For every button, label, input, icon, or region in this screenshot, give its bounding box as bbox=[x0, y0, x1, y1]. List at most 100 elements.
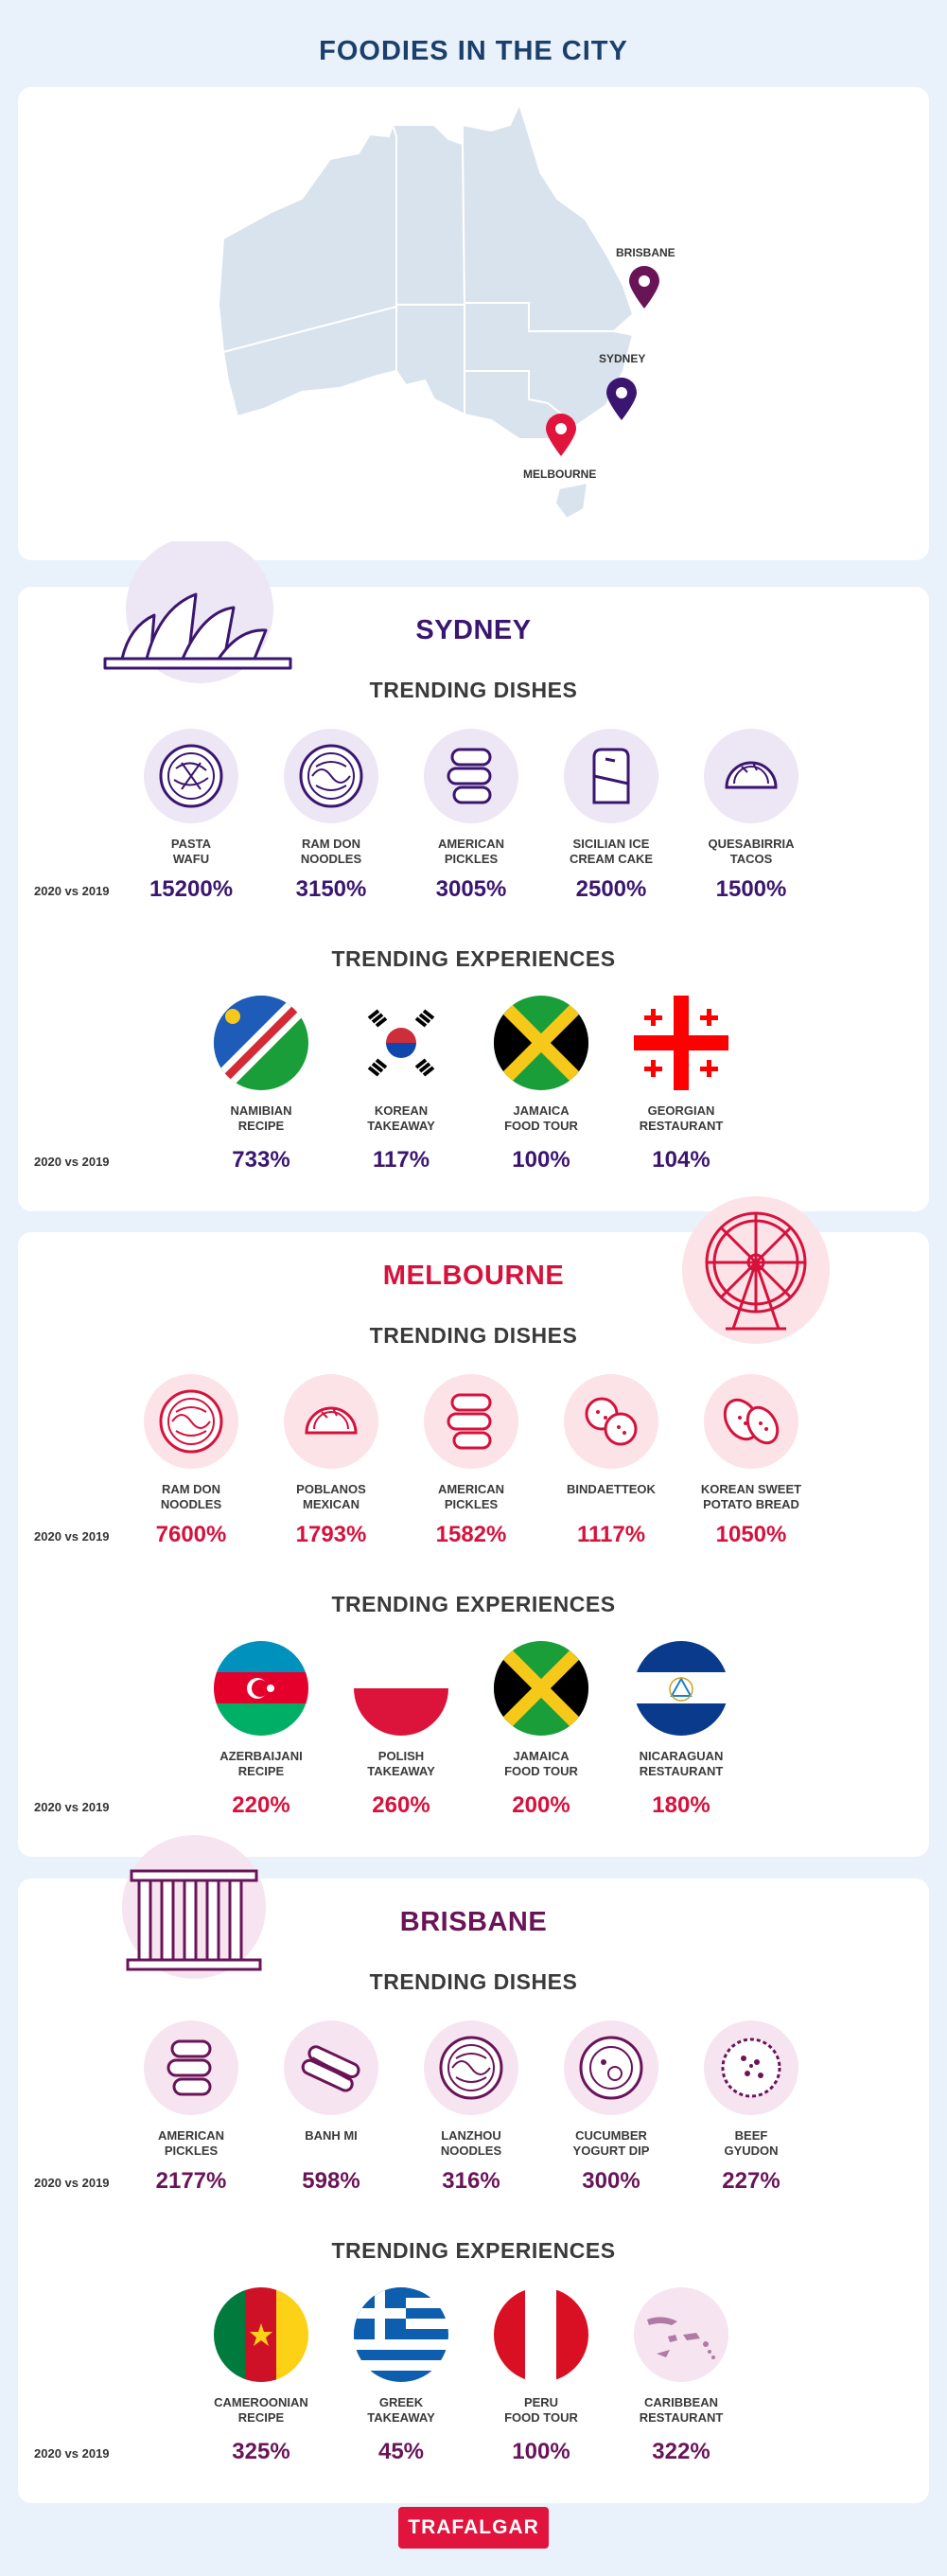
experience-item: KOREAN TAKEAWAY 117% bbox=[330, 996, 472, 1173]
cake-icon bbox=[564, 729, 658, 823]
trending-experiences-heading: TRENDING EXPERIENCES bbox=[331, 2238, 616, 2263]
experience-value: 733% bbox=[232, 1147, 290, 1173]
experience-value: 100% bbox=[512, 2439, 570, 2464]
dish-label: CUCUMBER YOGURT DIP bbox=[572, 2128, 650, 2158]
experience-item: NAMIBIAN RECIPE 733% bbox=[190, 996, 332, 1173]
city-hall-icon bbox=[122, 1835, 266, 1979]
experience-label: KOREAN TAKEAWAY bbox=[367, 1103, 435, 1133]
map-label-melbourne: MELBOURNE bbox=[523, 468, 597, 481]
dish-value: 15200% bbox=[149, 876, 234, 902]
dish-item: BANH MI 598% bbox=[260, 2020, 402, 2195]
pickles-icon bbox=[144, 2020, 238, 2115]
trending-experiences-heading: TRENDING EXPERIENCES bbox=[331, 1592, 616, 1616]
australia-map bbox=[217, 101, 635, 520]
dish-label: AMERICAN PICKLES bbox=[157, 2128, 225, 2158]
city-name-sydney: SYDNEY bbox=[415, 615, 532, 645]
experience-label: NAMIBIAN RECIPE bbox=[230, 1103, 292, 1133]
dish-label: POBLANOS MEXICAN bbox=[296, 1482, 366, 1511]
caribbean-map-icon bbox=[634, 2287, 728, 2382]
comparison-label: 2020 vs 2019 bbox=[34, 884, 110, 898]
experience-value: 180% bbox=[652, 1792, 710, 1818]
dish-value: 3150% bbox=[295, 876, 367, 902]
namibia-flag-icon bbox=[214, 996, 308, 1090]
greece-flag-icon bbox=[354, 2287, 448, 2382]
experience-label: CARIBBEAN RESTAURANT bbox=[639, 2395, 724, 2425]
experience-label: PERU FOOD TOUR bbox=[504, 2395, 578, 2425]
dish-label: RAM DON NOODLES bbox=[160, 1482, 222, 1511]
cameroon-flag-icon bbox=[214, 2287, 308, 2382]
dish-value: 1050% bbox=[715, 1522, 787, 1547]
jamaica-flag-icon bbox=[494, 1641, 588, 1736]
dip-bowl-icon bbox=[564, 2020, 658, 2115]
dish-label: LANZHOU NOODLES bbox=[440, 2128, 502, 2158]
dish-value: 3005% bbox=[435, 876, 507, 902]
dish-value: 1117% bbox=[576, 1522, 646, 1547]
comparison-label: 2020 vs 2019 bbox=[34, 1529, 110, 1544]
dish-label: QUESABIRRIA TACOS bbox=[708, 837, 795, 866]
experience-value: 104% bbox=[652, 1147, 710, 1173]
dish-label: BINDAETTEOK bbox=[567, 1482, 656, 1496]
trafalgar-logo[interactable]: TRAFALGAR bbox=[398, 2507, 549, 2549]
experience-label: CAMEROONIAN RECIPE bbox=[214, 2395, 308, 2425]
dish-value: 1793% bbox=[295, 1522, 367, 1547]
georgia-flag-icon bbox=[634, 996, 728, 1090]
sydney-experience-row: 2020 vs 2019 NAMIBIAN RECIPE 733% KOREAN… bbox=[18, 996, 929, 1185]
experience-value: 200% bbox=[512, 1792, 570, 1818]
experience-item: JAMAICA FOOD TOUR 100% bbox=[470, 996, 612, 1173]
map-label-sydney: SYDNEY bbox=[599, 352, 646, 365]
city-name-brisbane: BRISBANE bbox=[399, 1907, 548, 1937]
dish-value: 300% bbox=[582, 2168, 640, 2194]
trending-dishes-heading: TRENDING DISHES bbox=[369, 678, 578, 702]
dish-label: BEEF GYUDON bbox=[724, 2128, 779, 2158]
noodle-bowl-icon bbox=[144, 1374, 238, 1469]
poland-flag-icon bbox=[354, 1641, 448, 1736]
experience-item: JAMAICA FOOD TOUR 200% bbox=[470, 1641, 612, 1819]
comparison-label: 2020 vs 2019 bbox=[34, 1155, 110, 1169]
pancake-icon bbox=[564, 1374, 658, 1469]
page-title: FOODIES IN THE CITY bbox=[319, 36, 628, 66]
brisbane-experience-row: 2020 vs 2019 CAMEROONIAN RECIPE 325% GRE… bbox=[18, 2287, 929, 2477]
dish-label: AMERICAN PICKLES bbox=[437, 837, 505, 866]
dish-label: AMERICAN PICKLES bbox=[437, 1482, 505, 1511]
sydney-panel: SYDNEY TRENDING DISHES 2020 vs 2019 PAST… bbox=[18, 541, 929, 1211]
melbourne-experience-row: 2020 vs 2019 AZERBAIJANI RECIPE 220% POL… bbox=[18, 1641, 929, 1830]
dish-value: 316% bbox=[442, 2168, 500, 2194]
taco-icon bbox=[704, 729, 798, 823]
noodle-bowl-icon bbox=[284, 729, 378, 823]
dish-item: SICILIAN ICE CREAM CAKE 2500% bbox=[540, 729, 682, 903]
taco-icon bbox=[284, 1374, 378, 1469]
dish-item: RAM DON NOODLES 7600% bbox=[120, 1374, 262, 1548]
experience-label: GREEK TAKEAWAY bbox=[367, 2395, 435, 2425]
azerbaijan-flag-icon bbox=[214, 1641, 308, 1736]
dish-value: 1582% bbox=[435, 1522, 507, 1547]
map-label-brisbane: BRISBANE bbox=[616, 246, 675, 259]
city-name-melbourne: MELBOURNE bbox=[382, 1261, 565, 1291]
sydney-dish-row: 2020 vs 2019 PASTA WAFU 15200% RAM DON N… bbox=[18, 729, 929, 918]
experience-item: GREEK TAKEAWAY 45% bbox=[330, 2287, 472, 2465]
experience-item: AZERBAIJANI RECIPE 220% bbox=[190, 1641, 332, 1819]
experience-value: 220% bbox=[232, 1792, 290, 1818]
experience-value: 100% bbox=[512, 1147, 570, 1173]
dish-item: QUESABIRRIA TACOS 1500% bbox=[680, 729, 822, 903]
dish-item: CUCUMBER YOGURT DIP 300% bbox=[540, 2020, 682, 2195]
pickles-icon bbox=[424, 729, 518, 823]
comparison-label: 2020 vs 2019 bbox=[34, 2176, 110, 2190]
experience-item: NICARAGUAN RESTAURANT 180% bbox=[610, 1641, 752, 1819]
experience-label: POLISH TAKEAWAY bbox=[367, 1749, 435, 1778]
dish-value: 2500% bbox=[575, 876, 647, 902]
brisbane-panel: BRISBANE TRENDING DISHES 2020 vs 2019 AM… bbox=[18, 1835, 929, 2503]
peru-flag-icon bbox=[494, 2287, 588, 2382]
melbourne-pin-icon bbox=[546, 414, 576, 456]
noodle-bowl-icon bbox=[144, 729, 238, 823]
dish-item: KOREAN SWEET POTATO BREAD 1050% bbox=[680, 1374, 822, 1548]
dish-value: 227% bbox=[722, 2168, 780, 2194]
dish-item: AMERICAN PICKLES 1582% bbox=[400, 1374, 542, 1548]
dish-label: PASTA WAFU bbox=[170, 837, 212, 866]
dish-label: RAM DON NOODLES bbox=[300, 837, 362, 866]
noodle-bowl-icon bbox=[424, 2020, 518, 2115]
experience-value: 322% bbox=[652, 2439, 710, 2464]
experience-label: NICARAGUAN RESTAURANT bbox=[639, 1749, 724, 1778]
trending-dishes-heading: TRENDING DISHES bbox=[369, 1969, 578, 1994]
experience-item: POLISH TAKEAWAY 260% bbox=[330, 1641, 472, 1819]
dish-value: 2177% bbox=[155, 2168, 227, 2194]
